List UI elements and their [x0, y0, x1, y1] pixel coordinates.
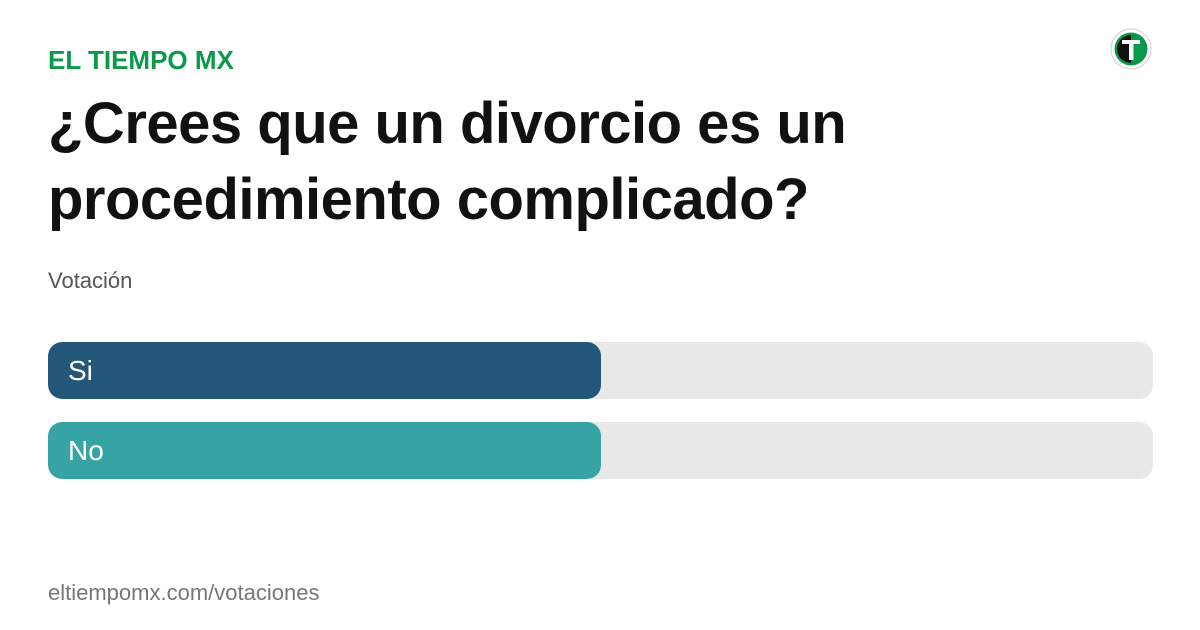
poll-option-label: No	[68, 435, 104, 466]
el-tiempo-t-logo-icon	[1110, 28, 1152, 70]
poll-option-fill	[48, 342, 601, 399]
footer-url[interactable]: eltiempomx.com/votaciones	[48, 580, 320, 605]
poll-option-si[interactable]: Si	[48, 342, 1153, 399]
poll-question: ¿Crees que un divorcio es un procedimien…	[48, 91, 847, 232]
poll-subtitle: Votación	[48, 268, 133, 293]
poll-option-no[interactable]: No	[48, 422, 1153, 479]
poll-option-fill	[48, 422, 601, 479]
brand-name: EL TIEMPO MX	[48, 45, 234, 75]
poll-option-label: Si	[68, 355, 93, 386]
poll-options: Si No	[48, 342, 1153, 502]
